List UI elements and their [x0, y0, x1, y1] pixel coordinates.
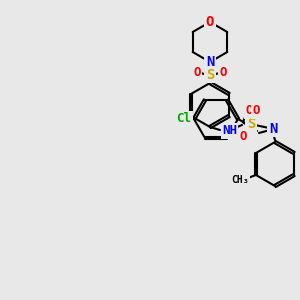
Text: Cl: Cl	[176, 112, 191, 125]
Text: O: O	[193, 67, 201, 80]
Text: O: O	[245, 104, 253, 118]
Text: CH₃: CH₃	[231, 175, 249, 185]
Text: S: S	[247, 117, 255, 131]
Text: O: O	[219, 67, 227, 80]
Text: NH: NH	[222, 124, 237, 137]
Text: O: O	[252, 104, 260, 118]
Text: O: O	[206, 15, 214, 29]
Text: N: N	[269, 122, 277, 136]
Text: S: S	[206, 68, 214, 82]
Text: N: N	[206, 55, 214, 69]
Text: O: O	[239, 130, 247, 142]
